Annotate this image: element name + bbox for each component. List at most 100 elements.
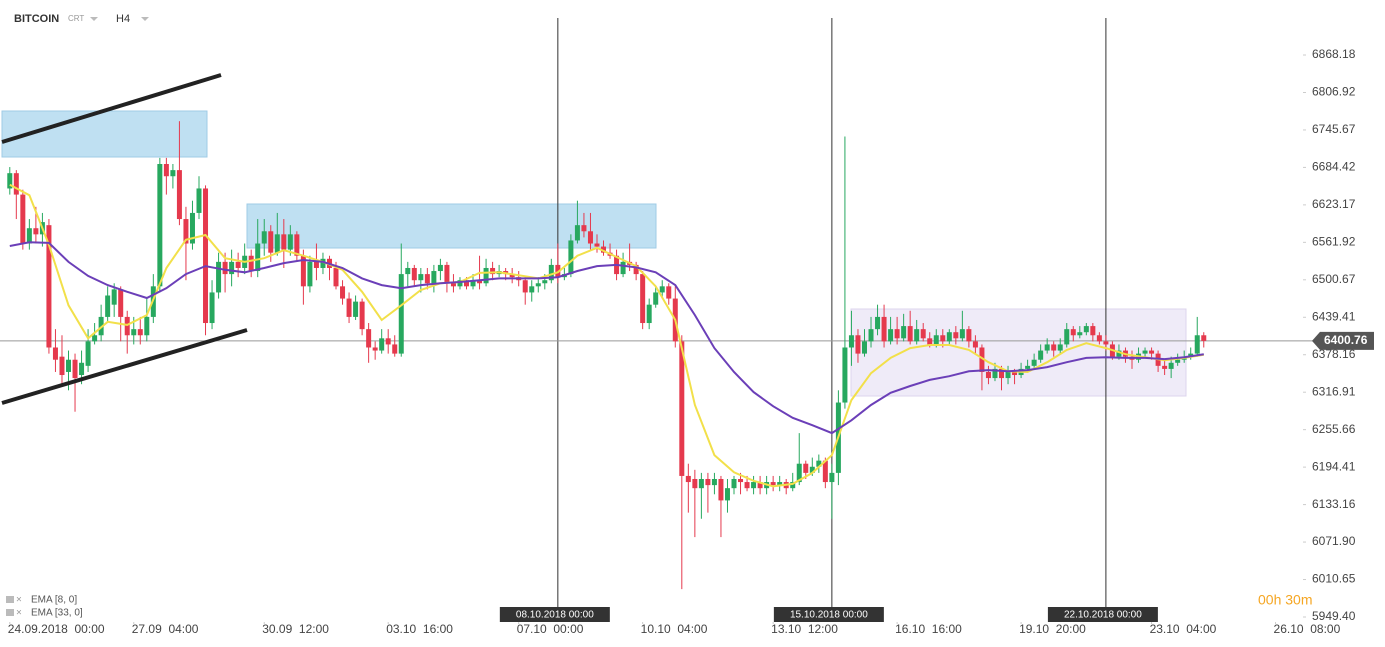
candle-body bbox=[333, 267, 339, 287]
candle-body bbox=[118, 289, 124, 317]
candle-body bbox=[574, 225, 580, 241]
candle-body bbox=[822, 460, 828, 483]
candle-body bbox=[666, 286, 672, 299]
candle-body bbox=[477, 280, 483, 284]
legend-label: EMA [8, 0] bbox=[31, 595, 77, 606]
candle-body bbox=[437, 264, 443, 272]
candle-body bbox=[848, 335, 854, 348]
candle-body bbox=[1090, 326, 1096, 336]
candle-body bbox=[66, 359, 72, 372]
candle-body bbox=[594, 243, 600, 247]
candle-body bbox=[953, 332, 959, 339]
candle-body bbox=[731, 478, 737, 489]
trendline bbox=[1, 73, 222, 144]
candle-body bbox=[633, 264, 639, 275]
candle-body bbox=[444, 264, 450, 284]
dropdown-arrow[interactable] bbox=[141, 17, 149, 21]
candle-body bbox=[751, 482, 757, 489]
candle-body bbox=[1031, 359, 1037, 366]
candle-body bbox=[1012, 371, 1018, 376]
candle-body bbox=[868, 329, 874, 342]
candle-body bbox=[92, 335, 98, 342]
candle-body bbox=[170, 170, 176, 177]
candle-body bbox=[203, 188, 209, 324]
candle-body bbox=[392, 344, 398, 354]
candle-body bbox=[992, 368, 998, 379]
legend-label: EMA [33, 0] bbox=[31, 608, 83, 619]
dropdown-arrow[interactable] bbox=[90, 17, 98, 21]
candle-body bbox=[522, 280, 528, 293]
symbol: BITCOIN bbox=[14, 13, 59, 25]
candle-body bbox=[535, 283, 541, 287]
candle-body bbox=[463, 280, 469, 287]
candle-body bbox=[861, 341, 867, 354]
legend: × EMA [8, 0] × EMA [33, 0] bbox=[6, 595, 83, 619]
candle-body bbox=[1188, 353, 1194, 357]
candle-body bbox=[875, 316, 881, 330]
candle-body bbox=[1044, 344, 1050, 351]
marker-label: 15.10.2018 00:00 bbox=[790, 610, 868, 621]
y-tick-label: 6439.41 bbox=[1312, 309, 1356, 323]
candle-body bbox=[379, 338, 385, 351]
y-tick-label: 5949.40 bbox=[1312, 609, 1356, 623]
marker-label: 08.10.2018 00:00 bbox=[516, 610, 594, 621]
candle-body bbox=[137, 329, 143, 336]
candle-body bbox=[1168, 362, 1174, 369]
zone bbox=[246, 203, 657, 249]
candle-body bbox=[1175, 359, 1181, 363]
candle-body bbox=[26, 228, 32, 244]
candle-body bbox=[398, 274, 404, 354]
candle-body bbox=[972, 341, 978, 348]
candle-body bbox=[1070, 329, 1076, 336]
y-tick-label: 6378.16 bbox=[1312, 347, 1356, 361]
candle-body bbox=[901, 326, 907, 339]
candle-body bbox=[300, 255, 306, 287]
ema-line bbox=[9, 241, 1204, 435]
candle-body bbox=[418, 274, 424, 281]
interval[interactable]: H4 bbox=[116, 13, 130, 25]
candle-body bbox=[189, 212, 195, 244]
candle-body bbox=[144, 316, 150, 336]
candle-body bbox=[770, 482, 776, 486]
candle-body bbox=[281, 234, 287, 250]
candle-body bbox=[163, 163, 169, 177]
candle-body bbox=[59, 356, 65, 376]
candle-body bbox=[235, 261, 241, 268]
candle-body bbox=[353, 301, 359, 317]
legend-icon bbox=[6, 609, 14, 616]
x-tick-label: 24.09.2018 00:00 bbox=[8, 622, 105, 636]
candle-body bbox=[79, 362, 85, 376]
candle-body bbox=[248, 255, 254, 272]
candle-body bbox=[581, 225, 587, 232]
candle-body bbox=[274, 234, 280, 253]
candle-body bbox=[1201, 335, 1207, 341]
candle-body bbox=[894, 329, 900, 339]
candle-body bbox=[340, 286, 346, 299]
y-tick-label: 6806.92 bbox=[1312, 85, 1356, 99]
candle-body bbox=[372, 347, 378, 351]
price-tag bbox=[1312, 331, 1374, 350]
candle-body bbox=[294, 234, 300, 256]
candle-body bbox=[718, 478, 724, 501]
candle-body bbox=[920, 329, 926, 339]
candle-body bbox=[653, 292, 659, 305]
candle-body bbox=[85, 341, 91, 366]
candle-body bbox=[7, 173, 13, 189]
source[interactable]: CRT bbox=[68, 14, 84, 23]
candle-body bbox=[1103, 341, 1109, 345]
x-tick-label: 07.10 00:00 bbox=[517, 622, 584, 636]
drawings bbox=[1, 110, 1187, 397]
y-tick-label: 6255.66 bbox=[1312, 422, 1356, 436]
candle-body bbox=[548, 264, 554, 281]
candle-body bbox=[685, 475, 691, 483]
x-tick-label: 10.10 04:00 bbox=[641, 622, 708, 636]
candle-body bbox=[620, 261, 626, 275]
candle-body bbox=[346, 298, 352, 317]
candle-body bbox=[914, 329, 920, 342]
candle-body bbox=[979, 347, 985, 372]
candle-body bbox=[999, 368, 1005, 379]
candle-body bbox=[1096, 335, 1102, 342]
candle-body bbox=[698, 478, 704, 489]
candle-body bbox=[907, 326, 913, 342]
